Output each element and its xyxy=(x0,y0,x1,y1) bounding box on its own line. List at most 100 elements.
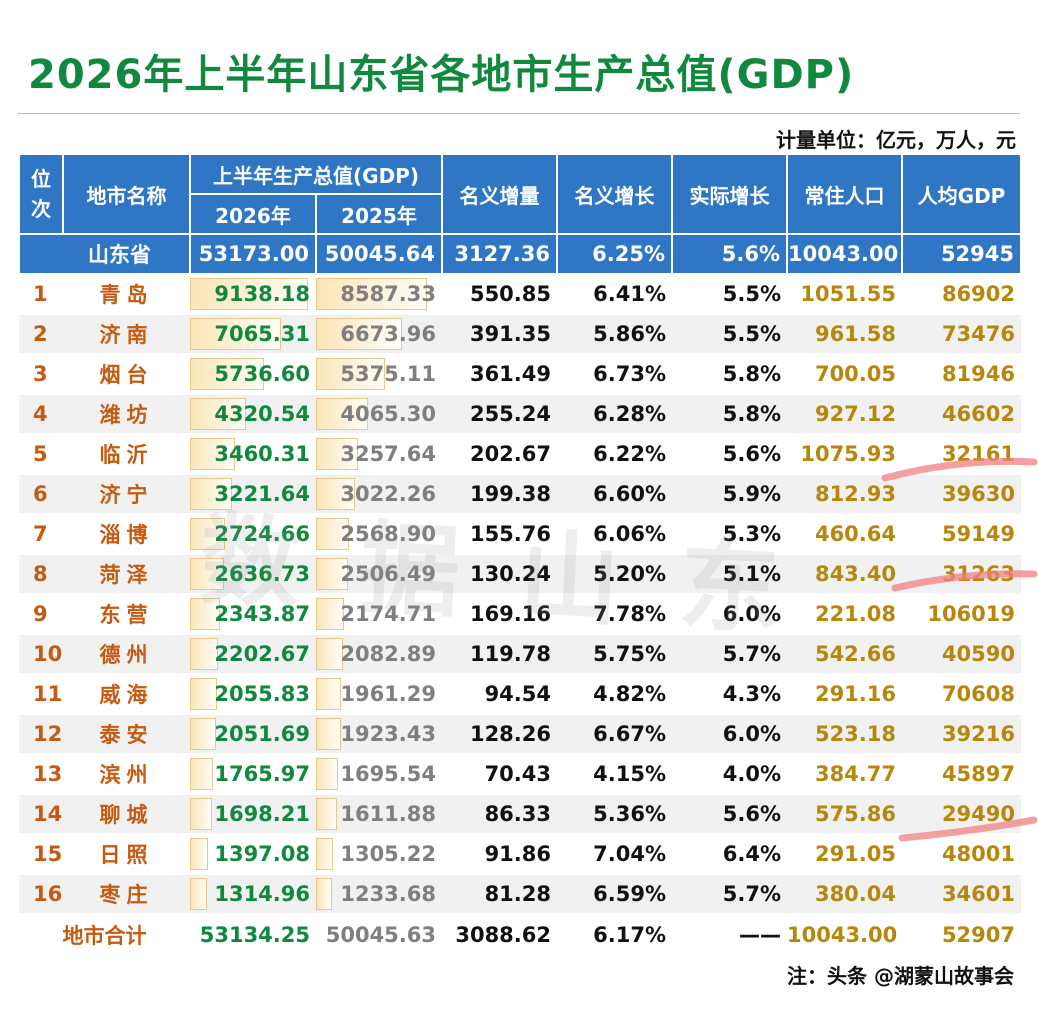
population: 460.64 xyxy=(787,514,902,555)
nominal-growth: 7.78% xyxy=(557,594,672,635)
city-rank: 7 xyxy=(19,514,63,555)
population: 812.93 xyxy=(787,474,902,515)
city-rank: 2 xyxy=(19,314,63,355)
table-row: 8 菏泽 2636.73 2506.49 130.24 5.20% 5.1% 843.40 31… xyxy=(19,554,1021,595)
table-row: 16 枣庄 1314.96 1233.68 81.28 6.59% 5.7% 380.04 34… xyxy=(19,874,1021,915)
cell-value: 1233.68 xyxy=(340,882,436,906)
nominal-increment: 199.38 xyxy=(442,474,557,515)
nominal-increment: 391.35 xyxy=(442,314,557,355)
gdp-2025: 4065.30 xyxy=(316,394,442,435)
gdp-2026-data-bar xyxy=(190,878,207,910)
gdp-2026-data-bar xyxy=(190,318,282,350)
gdp-2026-data-bar xyxy=(190,758,213,790)
city-rank: 4 xyxy=(19,394,63,435)
gdp-2026-data-bar xyxy=(190,358,265,390)
gdp-2025: 2082.89 xyxy=(316,634,442,675)
gdp-2026: 7065.31 xyxy=(190,314,316,355)
header-rank: 位次 xyxy=(18,153,64,235)
city-rank: 6 xyxy=(19,474,63,515)
gdp-2025-data-bar xyxy=(316,798,337,830)
nominal-growth: 5.86% xyxy=(557,314,672,355)
gdp-2026: 2343.87 xyxy=(190,594,316,635)
gdp-2025-data-bar xyxy=(316,318,403,350)
table-row: 3 烟台 5736.60 5375.11 361.49 6.73% 5.8% 700.05 81… xyxy=(19,354,1021,395)
per-capita: 106019 xyxy=(902,594,1021,635)
per-capita: 70608 xyxy=(902,674,1021,715)
footnote: 注：头条 @湖蒙山故事会 xyxy=(787,964,1014,988)
population: 291.05 xyxy=(787,834,902,875)
cell-value: 1695.54 xyxy=(340,762,436,786)
real-growth: 6.0% xyxy=(672,714,787,755)
city-name: 潍坊 xyxy=(63,394,190,435)
gdp-2026-data-bar xyxy=(190,558,225,590)
gdp-2025: 1611.88 xyxy=(316,794,442,835)
gdp-2025: 2506.49 xyxy=(316,554,442,595)
city-name: 菏泽 xyxy=(63,554,190,595)
cell-value: 2174.71 xyxy=(340,602,436,626)
nominal-growth: 6.22% xyxy=(557,434,672,475)
gdp-2025: 1923.43 xyxy=(316,714,442,755)
city-name: 日照 xyxy=(63,834,190,875)
population: 221.08 xyxy=(787,594,902,635)
per-capita: 32161 xyxy=(902,434,1021,475)
city-rank: 9 xyxy=(19,594,63,635)
gdp-2025-data-bar xyxy=(316,638,343,670)
per-capita: 31263 xyxy=(902,554,1021,595)
city-rank: 5 xyxy=(19,434,63,475)
city-rank: 11 xyxy=(19,674,63,715)
cell-value: 2082.89 xyxy=(340,642,436,666)
cell-value: 3221.64 xyxy=(214,482,310,506)
table-row: 11 威海 2055.83 1961.29 94.54 4.82% 4.3% 291.16 70… xyxy=(19,674,1021,715)
real-growth: 5.3% xyxy=(672,514,787,555)
nominal-growth: 6.06% xyxy=(557,514,672,555)
gdp-2026: 1314.96 xyxy=(190,874,316,915)
gdp-2026: 1765.97 xyxy=(190,754,316,795)
cell-value: 2506.49 xyxy=(340,562,436,586)
city-name: 济南 xyxy=(63,314,190,355)
cell-value: 2202.67 xyxy=(214,642,310,666)
city-name: 淄博 xyxy=(63,514,190,555)
nominal-growth: 6.73% xyxy=(557,354,672,395)
gdp-2026-data-bar xyxy=(190,398,246,430)
nominal-growth: 5.20% xyxy=(557,554,672,595)
real-growth: 5.8% xyxy=(672,354,787,395)
real-growth: 5.1% xyxy=(672,554,787,595)
cell-value: 3460.31 xyxy=(214,442,310,466)
gdp-2026-data-bar xyxy=(190,638,219,670)
gdp-2025: 1695.54 xyxy=(316,754,442,795)
header-2025: 2025年 xyxy=(315,193,443,235)
gdp-2026-data-bar xyxy=(190,718,217,750)
province-nominal-growth: 6.25% xyxy=(556,233,673,275)
table-row: 9 东营 2343.87 2174.71 169.16 7.78% 6.0% 221.08 10… xyxy=(19,594,1021,635)
table-row: 1 青岛 9138.18 8587.33 550.85 6.41% 5.5% 1051.55 8… xyxy=(19,274,1021,315)
cell-value: 1961.29 xyxy=(340,682,436,706)
province-population: 10043.00 xyxy=(786,233,903,275)
city-name: 青岛 xyxy=(63,274,190,315)
header-rank-label: 位次 xyxy=(31,167,51,221)
table-row: 10 德州 2202.67 2082.89 119.78 5.75% 5.7% 542.66 4… xyxy=(19,634,1021,675)
cell-value: 1698.21 xyxy=(214,802,310,826)
gdp-2026: 3221.64 xyxy=(190,474,316,515)
nominal-growth: 6.28% xyxy=(557,394,672,435)
cell-value: 4065.30 xyxy=(340,402,436,426)
gdp-2025-data-bar xyxy=(316,718,341,750)
per-capita: 48001 xyxy=(902,834,1021,875)
population: 291.16 xyxy=(787,674,902,715)
real-growth: 5.7% xyxy=(672,634,787,675)
city-name: 聊城 xyxy=(63,794,190,835)
cell-value: 1305.22 xyxy=(340,842,436,866)
nominal-increment: 81.28 xyxy=(442,874,557,915)
nominal-growth: 5.75% xyxy=(557,634,672,675)
cell-value: 1397.08 xyxy=(214,842,310,866)
real-growth: 4.0% xyxy=(672,754,787,795)
city-rank: 13 xyxy=(19,754,63,795)
city-name: 枣庄 xyxy=(63,874,190,915)
cell-value: 5375.11 xyxy=(340,362,436,386)
nominal-increment: 91.86 xyxy=(442,834,557,875)
cell-value: 6673.96 xyxy=(340,322,436,346)
city-name: 德州 xyxy=(63,634,190,675)
gdp-2025-data-bar xyxy=(316,838,333,870)
real-growth: 5.6% xyxy=(672,794,787,835)
gdp-2025-data-bar xyxy=(316,398,369,430)
gdp-2026: 2724.66 xyxy=(190,514,316,555)
